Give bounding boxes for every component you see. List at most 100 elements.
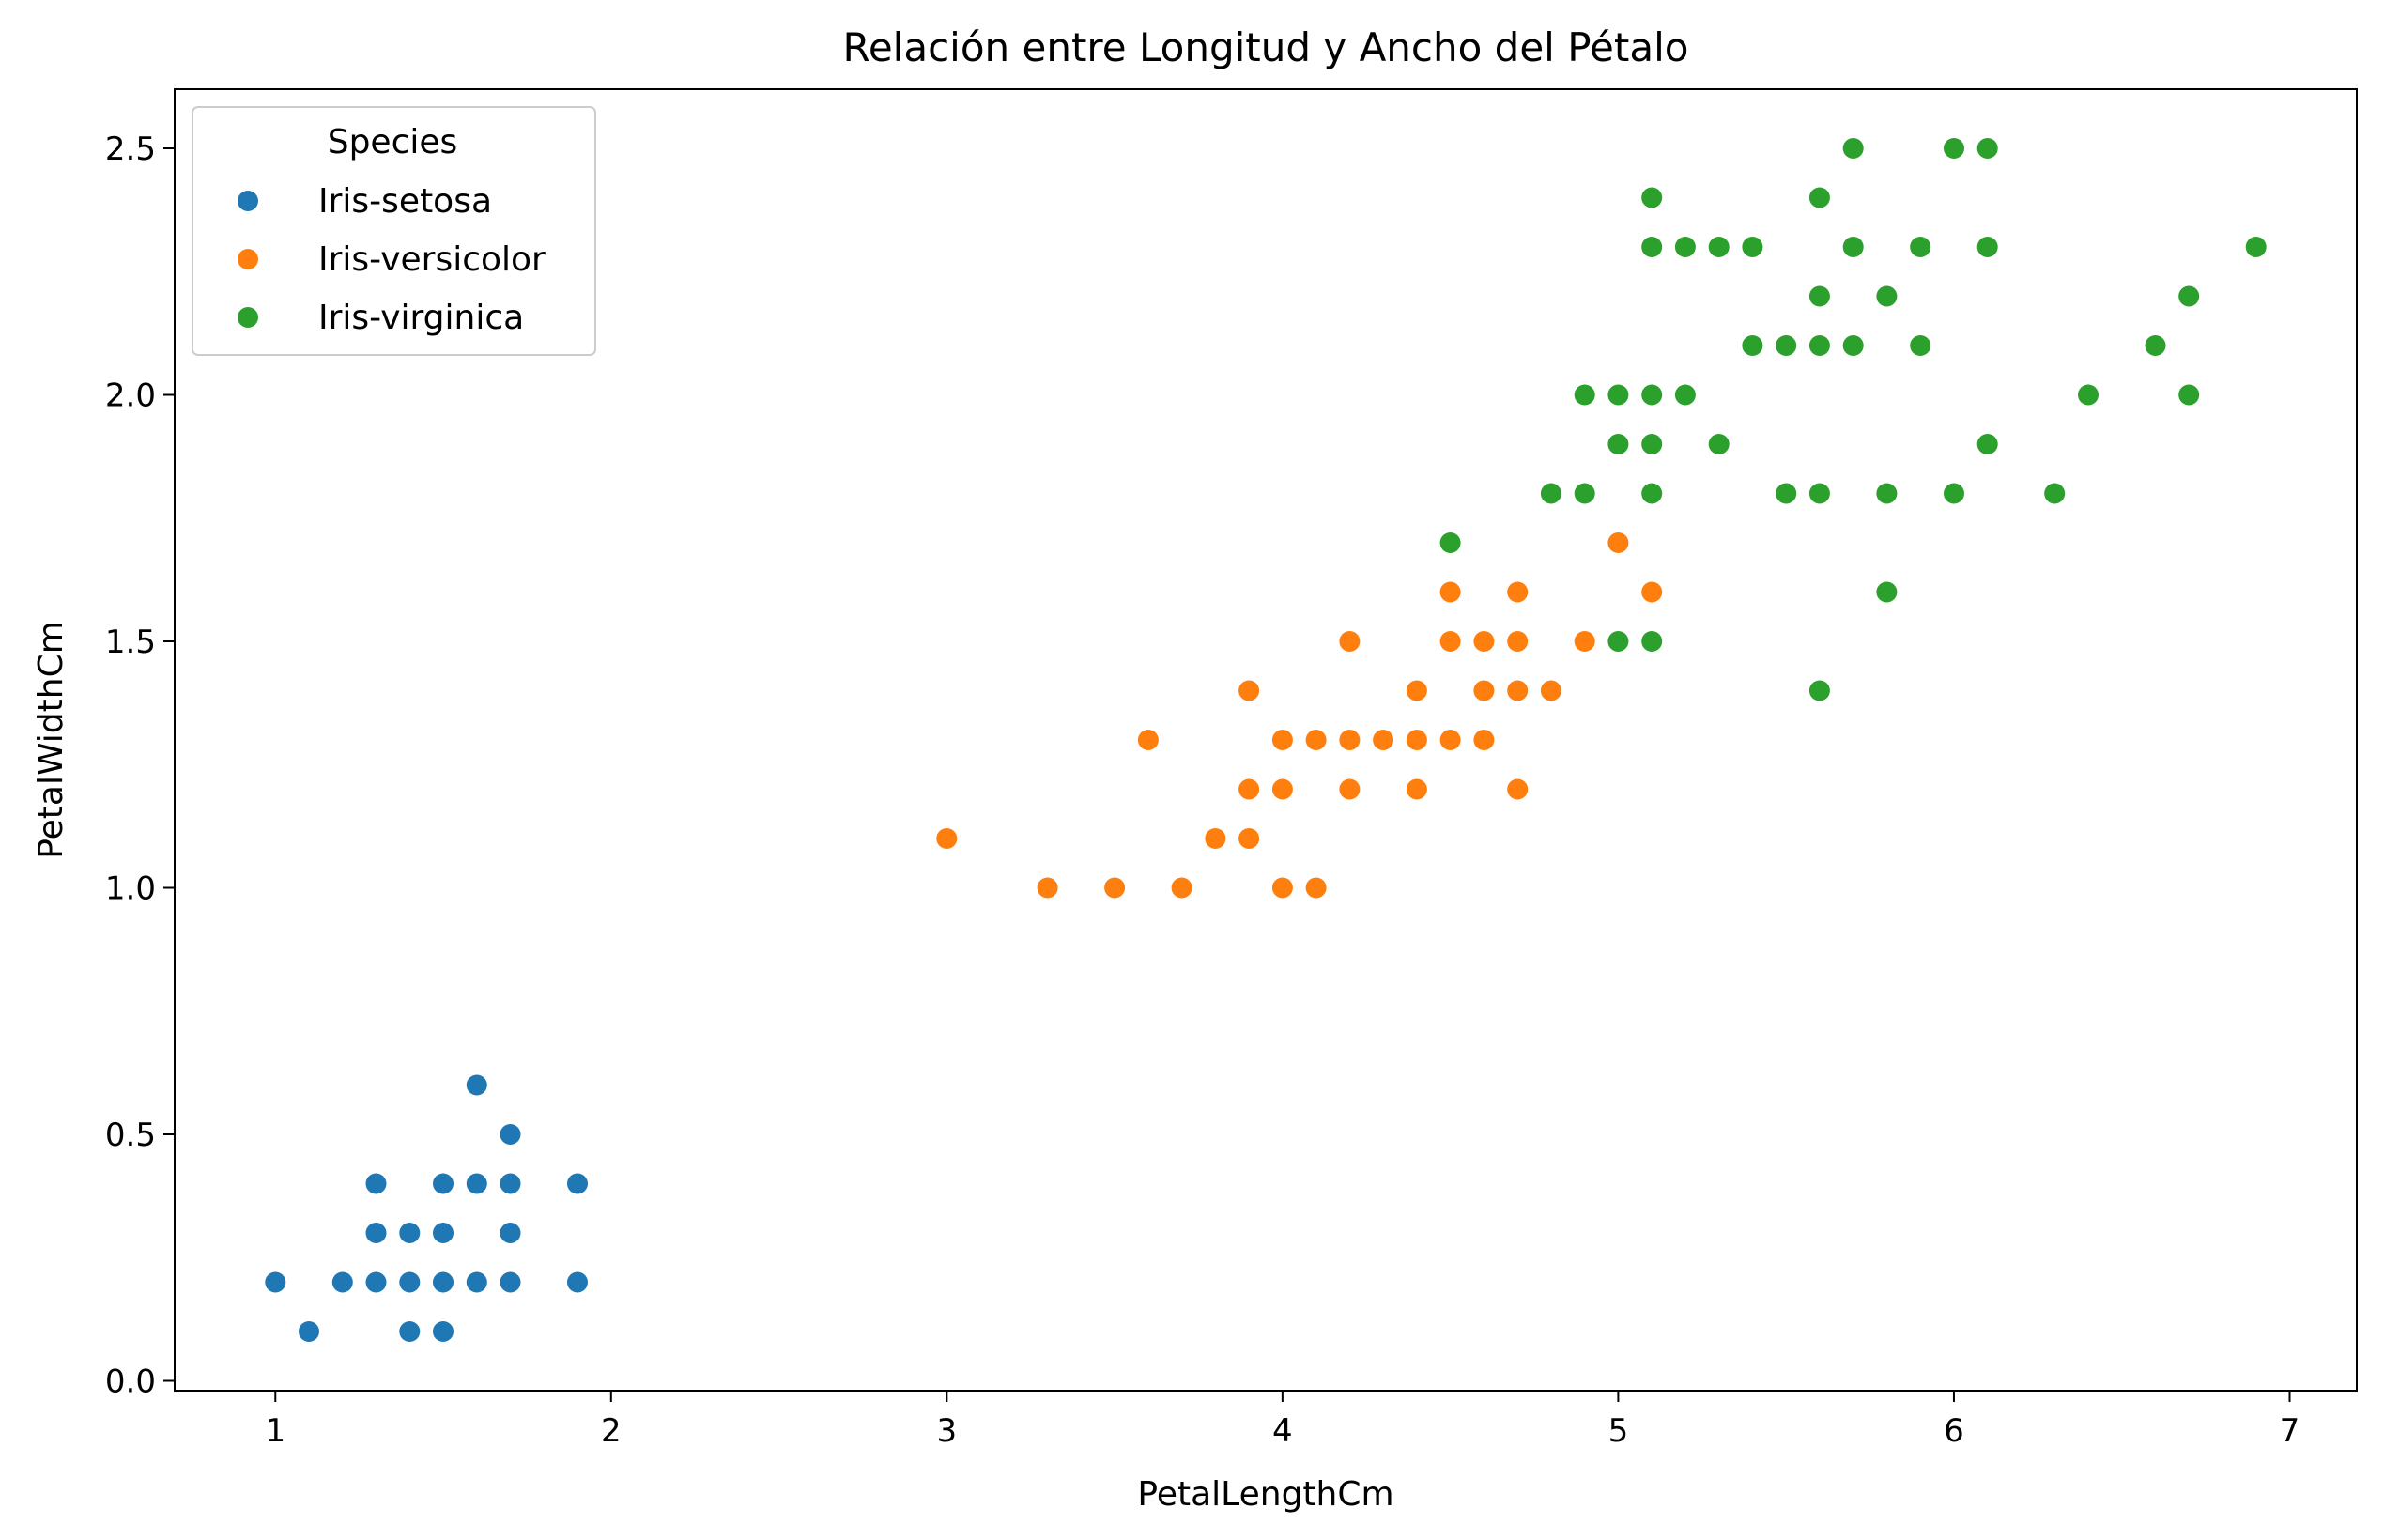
point-iris-setosa-13 bbox=[466, 1271, 487, 1293]
point-iris-versicolor-29 bbox=[1507, 631, 1529, 652]
point-iris-setosa-14 bbox=[466, 1173, 487, 1194]
x-tick-label: 1 bbox=[265, 1412, 285, 1450]
point-iris-versicolor-9 bbox=[1271, 877, 1293, 899]
point-iris-virginica-14 bbox=[1674, 237, 1696, 257]
point-iris-versicolor-18 bbox=[1406, 778, 1427, 800]
y-tick-label: 2.5 bbox=[105, 131, 156, 168]
x-tick-label: 2 bbox=[601, 1412, 622, 1450]
point-iris-virginica-38 bbox=[1976, 138, 1998, 159]
point-iris-versicolor-34 bbox=[1641, 581, 1663, 603]
point-iris-versicolor-15 bbox=[1339, 730, 1361, 750]
legend-marker-iris-virginica bbox=[238, 307, 258, 328]
point-iris-setosa-19 bbox=[500, 1124, 521, 1145]
point-iris-virginica-44 bbox=[2245, 237, 2267, 257]
y-tick-label: 0.5 bbox=[105, 1116, 156, 1154]
x-tick-label: 6 bbox=[1944, 1412, 1964, 1450]
point-iris-virginica-21 bbox=[1808, 680, 1830, 701]
point-iris-virginica-0 bbox=[1439, 532, 1461, 553]
legend-marker-iris-versicolor bbox=[238, 249, 258, 270]
point-iris-versicolor-32 bbox=[1574, 631, 1595, 652]
point-iris-virginica-13 bbox=[1674, 384, 1696, 406]
point-iris-virginica-30 bbox=[1876, 483, 1898, 504]
point-iris-virginica-29 bbox=[1876, 581, 1898, 603]
point-iris-virginica-41 bbox=[2145, 335, 2166, 356]
point-iris-setosa-17 bbox=[500, 1223, 521, 1243]
point-iris-virginica-15 bbox=[1708, 434, 1730, 454]
point-iris-virginica-34 bbox=[1944, 483, 1964, 504]
point-iris-versicolor-31 bbox=[1540, 680, 1561, 701]
point-iris-versicolor-26 bbox=[1473, 631, 1495, 652]
point-iris-virginica-36 bbox=[1976, 434, 1998, 454]
y-tick-label: 1.0 bbox=[105, 870, 156, 908]
point-iris-virginica-19 bbox=[1776, 483, 1797, 504]
y-tick-label: 1.5 bbox=[105, 624, 156, 661]
point-iris-virginica-35 bbox=[1944, 138, 1964, 159]
point-iris-versicolor-10 bbox=[1271, 778, 1293, 800]
y-axis: 0.0 0.5 1.0 1.5 2.0 2.5 bbox=[105, 131, 175, 1401]
point-iris-virginica-18 bbox=[1742, 237, 1763, 257]
point-iris-versicolor-23 bbox=[1439, 581, 1461, 603]
point-iris-setosa-18 bbox=[500, 1173, 521, 1194]
point-iris-versicolor-4 bbox=[1171, 877, 1192, 899]
point-iris-versicolor-24 bbox=[1473, 730, 1495, 750]
point-iris-setosa-3 bbox=[365, 1271, 387, 1293]
point-iris-versicolor-28 bbox=[1507, 680, 1529, 701]
point-iris-versicolor-7 bbox=[1238, 778, 1260, 800]
point-iris-versicolor-30 bbox=[1507, 581, 1529, 603]
x-tick-label: 7 bbox=[2280, 1412, 2300, 1450]
point-iris-virginica-33 bbox=[1910, 237, 1931, 257]
point-iris-versicolor-14 bbox=[1339, 778, 1361, 800]
point-iris-virginica-7 bbox=[1641, 631, 1663, 652]
point-iris-virginica-1 bbox=[1540, 483, 1561, 504]
point-iris-versicolor-13 bbox=[1305, 730, 1327, 750]
point-iris-setosa-16 bbox=[500, 1271, 521, 1293]
point-iris-versicolor-27 bbox=[1507, 778, 1529, 800]
legend-label-iris-virginica: Iris-virginica bbox=[318, 299, 524, 337]
point-iris-virginica-31 bbox=[1876, 285, 1898, 307]
point-iris-versicolor-20 bbox=[1406, 680, 1427, 701]
point-iris-versicolor-21 bbox=[1439, 730, 1461, 750]
point-iris-virginica-16 bbox=[1708, 237, 1730, 257]
point-iris-virginica-2 bbox=[1574, 483, 1595, 504]
point-iris-virginica-43 bbox=[2178, 285, 2200, 307]
legend-title: Species bbox=[328, 123, 458, 162]
point-iris-virginica-24 bbox=[1808, 285, 1830, 307]
point-iris-virginica-5 bbox=[1607, 434, 1629, 454]
point-iris-setosa-0 bbox=[265, 1271, 286, 1293]
point-iris-versicolor-8 bbox=[1238, 680, 1260, 701]
point-iris-setosa-6 bbox=[399, 1321, 421, 1342]
point-iris-virginica-4 bbox=[1607, 631, 1629, 652]
point-iris-versicolor-0 bbox=[936, 828, 958, 849]
point-iris-setosa-8 bbox=[399, 1223, 421, 1243]
point-iris-virginica-20 bbox=[1776, 335, 1797, 356]
point-iris-setosa-9 bbox=[433, 1321, 454, 1342]
legend-frame bbox=[192, 106, 596, 356]
point-iris-virginica-39 bbox=[2044, 483, 2066, 504]
point-iris-versicolor-17 bbox=[1373, 730, 1394, 750]
point-iris-setosa-20 bbox=[567, 1271, 588, 1293]
x-tick-label: 5 bbox=[1608, 1412, 1629, 1450]
y-tick-label: 0.0 bbox=[105, 1363, 156, 1401]
point-iris-setosa-4 bbox=[365, 1223, 387, 1243]
point-iris-virginica-9 bbox=[1641, 434, 1663, 454]
legend-label-iris-setosa: Iris-setosa bbox=[318, 182, 492, 221]
point-iris-setosa-2 bbox=[331, 1271, 353, 1293]
point-iris-versicolor-2 bbox=[1104, 877, 1126, 899]
plot-area bbox=[265, 138, 2267, 1342]
y-axis-label: PetalWidthCm bbox=[32, 621, 70, 859]
point-iris-versicolor-5 bbox=[1205, 828, 1226, 849]
point-iris-virginica-37 bbox=[1976, 237, 1998, 257]
point-iris-setosa-7 bbox=[399, 1271, 421, 1293]
x-tick-label: 3 bbox=[937, 1412, 958, 1450]
point-iris-virginica-6 bbox=[1607, 384, 1629, 406]
point-iris-setosa-11 bbox=[433, 1223, 454, 1243]
point-iris-versicolor-11 bbox=[1271, 730, 1293, 750]
point-iris-setosa-21 bbox=[567, 1173, 588, 1194]
legend: Species Iris-setosa Iris-versicolor Iris-v… bbox=[192, 106, 596, 356]
point-iris-setosa-10 bbox=[433, 1271, 454, 1293]
point-iris-virginica-3 bbox=[1574, 384, 1595, 406]
point-iris-virginica-10 bbox=[1641, 384, 1663, 406]
point-iris-virginica-25 bbox=[1808, 187, 1830, 208]
point-iris-setosa-1 bbox=[299, 1321, 319, 1342]
